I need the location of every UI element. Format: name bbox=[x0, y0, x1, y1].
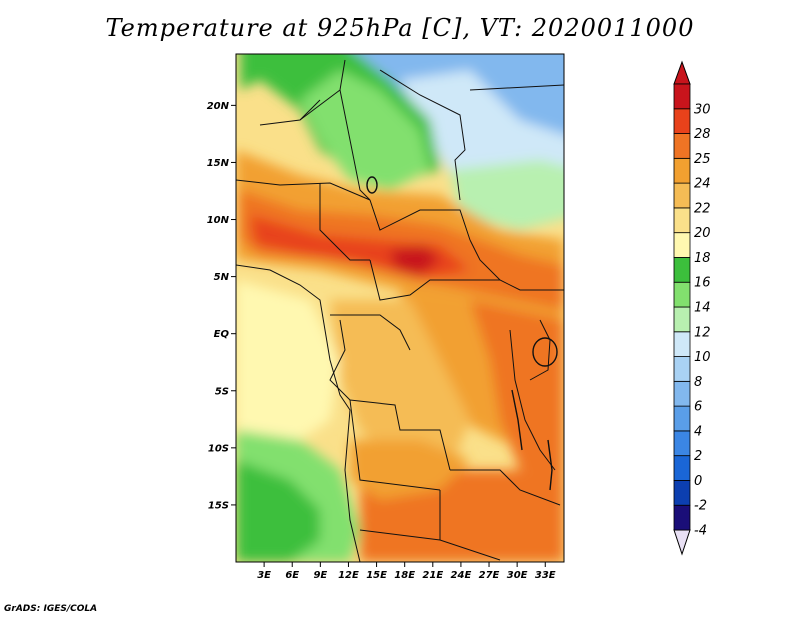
lon-tick-label: 27E bbox=[479, 570, 500, 581]
colorbar-label: 2 bbox=[694, 449, 702, 464]
lake-malawi-outline bbox=[547, 439, 553, 491]
border-line bbox=[379, 69, 466, 201]
colorbar-segment bbox=[673, 455, 691, 481]
colorbar-segment bbox=[673, 480, 691, 506]
colorbar-segment bbox=[673, 306, 691, 333]
lat-tick-label: 5N bbox=[214, 272, 230, 283]
colorbar-label: 6 bbox=[694, 400, 702, 415]
border-line bbox=[319, 183, 370, 261]
field-pale-green-ne bbox=[450, 160, 564, 230]
colorbar-over-triangle bbox=[673, 60, 691, 85]
colorbar-segment bbox=[673, 380, 691, 407]
colorbar-label: 0 bbox=[694, 474, 702, 489]
border-line bbox=[509, 329, 556, 471]
lake-chad-outline bbox=[366, 176, 378, 194]
lon-tick-label: 15E bbox=[366, 570, 387, 581]
colorbar-segment bbox=[673, 108, 691, 134]
colorbar-segment bbox=[673, 430, 691, 457]
border-line bbox=[349, 399, 451, 471]
border-line bbox=[469, 84, 564, 91]
lon-tick-label: 6E bbox=[285, 570, 299, 581]
colorbar-segment bbox=[673, 257, 691, 283]
map-frame bbox=[235, 53, 565, 563]
colorbar-label: 22 bbox=[694, 201, 711, 216]
field-pale-yellow-sw bbox=[236, 280, 340, 440]
colorbar-under-triangle bbox=[673, 529, 691, 556]
credit-text: GrADS: IGES/COLA bbox=[4, 604, 98, 614]
lake-victoria-outline bbox=[532, 337, 558, 367]
border-line bbox=[369, 199, 471, 241]
lon-tick-label: 21E bbox=[422, 570, 443, 581]
border-line bbox=[339, 89, 371, 201]
colorbar-label: 10 bbox=[694, 350, 711, 365]
field-red-hotspot bbox=[390, 245, 440, 275]
colorbar-segment bbox=[673, 356, 691, 382]
lat-tick-label: 10S bbox=[208, 443, 229, 454]
colorbar-segment bbox=[673, 207, 691, 234]
border-line bbox=[259, 99, 321, 126]
temperature-field bbox=[236, 54, 564, 562]
field-light-green-north bbox=[300, 70, 430, 190]
colorbar-segment bbox=[673, 331, 691, 357]
border-line bbox=[236, 179, 371, 201]
country-borders bbox=[236, 59, 564, 562]
colorbar-label: 24 bbox=[694, 177, 711, 192]
colorbar-label: 30 bbox=[694, 102, 711, 117]
border-line bbox=[469, 239, 564, 291]
lon-tick-label: 24E bbox=[451, 570, 472, 581]
colorbar-label: 25 bbox=[694, 152, 711, 167]
chart-title: Temperature at 925hPa [C], VT: 202001100… bbox=[105, 14, 695, 42]
latitude-axis: 20N 15N 10N 5N EQ 5S 10S 15S bbox=[207, 101, 236, 511]
lat-tick-label: 15N bbox=[207, 158, 230, 169]
colorbar-segment bbox=[673, 133, 691, 159]
colorbar-label: 28 bbox=[694, 127, 711, 142]
colorbar-segment bbox=[673, 182, 691, 209]
lakes bbox=[366, 176, 558, 491]
border-line bbox=[529, 319, 551, 381]
colorbar-label: 18 bbox=[694, 251, 711, 266]
lon-tick-label: 18E bbox=[394, 570, 415, 581]
field-green-sw bbox=[236, 460, 320, 562]
colorbar-segment bbox=[673, 405, 691, 432]
lat-tick-label: 20N bbox=[207, 101, 230, 112]
lon-tick-label: 30E bbox=[507, 570, 528, 581]
lake-tanganyika-outline bbox=[511, 389, 523, 451]
lat-tick-label: 10N bbox=[207, 215, 230, 226]
border-line bbox=[450, 469, 561, 506]
colorbar-label: 4 bbox=[694, 424, 702, 439]
colorbar-label: 12 bbox=[694, 325, 711, 340]
colorbar-segment bbox=[673, 157, 691, 184]
lat-tick-label: 15S bbox=[208, 500, 229, 511]
lat-tick-label: EQ bbox=[214, 329, 230, 340]
field-light-orange-congo bbox=[330, 300, 470, 470]
border-line bbox=[369, 259, 500, 301]
colorbar-segment bbox=[673, 232, 691, 258]
border-line bbox=[349, 399, 441, 491]
lon-tick-label: 9E bbox=[313, 570, 327, 581]
colorbar-label: -2 bbox=[694, 499, 707, 514]
colorbar-label: 8 bbox=[694, 375, 702, 390]
field-orange-south-edge bbox=[350, 440, 470, 500]
colorbar-label: 16 bbox=[694, 276, 711, 291]
colorbar-label: 20 bbox=[694, 226, 711, 241]
colorbar-label: 14 bbox=[694, 301, 711, 316]
longitude-axis: 3E 6E 9E 12E 15E 18E 21E 24E 27E 30E 33E bbox=[257, 562, 556, 581]
colorbar-segment bbox=[673, 281, 691, 308]
lon-tick-label: 12E bbox=[338, 570, 359, 581]
colorbar-label: -4 bbox=[694, 524, 707, 539]
coastline bbox=[236, 264, 361, 562]
lon-tick-label: 33E bbox=[535, 570, 556, 581]
lon-tick-label: 3E bbox=[257, 570, 271, 581]
colorbar-segment bbox=[673, 504, 691, 531]
lat-tick-label: 5S bbox=[215, 386, 229, 397]
border-line bbox=[329, 319, 351, 401]
colorbar-segment bbox=[673, 83, 691, 110]
border-line bbox=[330, 314, 411, 351]
